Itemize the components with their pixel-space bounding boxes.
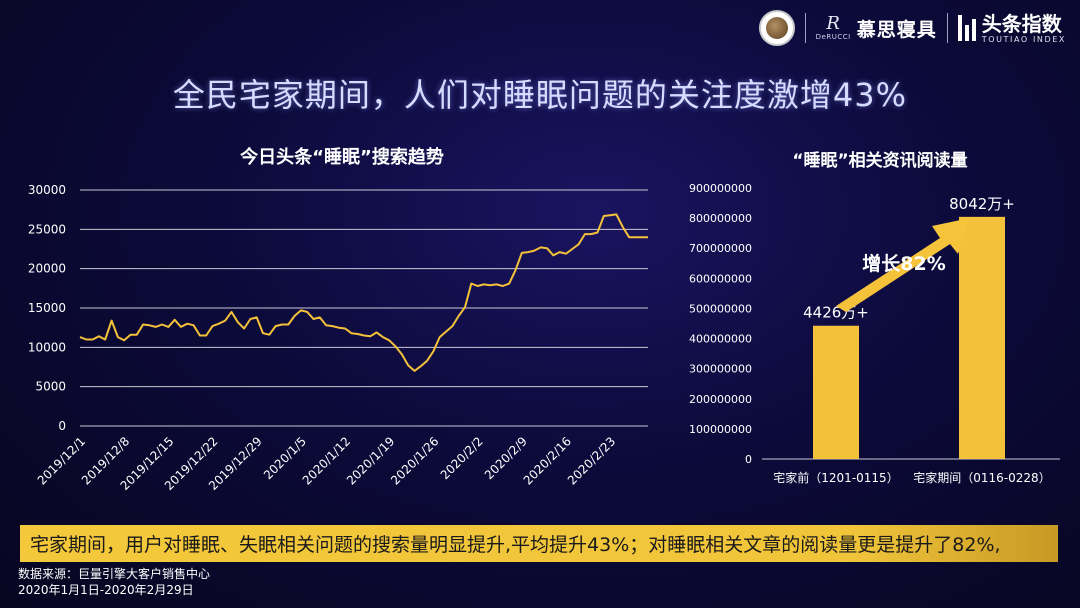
- y-tick-label: 900000000: [689, 182, 752, 195]
- y-tick-label: 600000000: [689, 272, 752, 285]
- line-chart-title: 今日头条“睡眠”搜索趋势: [240, 146, 444, 168]
- y-tick-label: 300000000: [689, 363, 752, 376]
- brand-seal-icon: [758, 10, 795, 46]
- line-chart-x-axis: 2019/12/12019/12/82019/12/152019/12/2220…: [35, 434, 619, 493]
- line-series-sleep-search: [79, 213, 648, 372]
- bar-category-label: 宅家前（1201-0115）: [773, 470, 898, 485]
- y-tick-label: 30000: [28, 183, 66, 197]
- y-tick-label: 20000: [28, 262, 66, 276]
- bar: [959, 216, 1005, 459]
- line-chart-grid: [80, 189, 648, 427]
- summary-banner: 宅家期间，用户对睡眠、失眠相关问题的搜索量明显提升,平均提升43%；对睡眠相关文…: [20, 525, 1058, 562]
- y-tick-label: 200000000: [689, 393, 752, 406]
- bar-chart-y-axis: 0 100000000 200000000 300000000 400000000 500…: [689, 182, 752, 466]
- header-logos: R DeRUCCI 慕思寝具 头条指数 TOUTIAO INDEX: [758, 8, 1066, 48]
- bar-category-label: 宅家期间（0116-0228）: [913, 470, 1050, 485]
- y-tick-label: 0: [745, 453, 752, 466]
- y-tick-label: 10000: [28, 340, 66, 354]
- y-tick-label: 0: [58, 419, 66, 433]
- page-title: 全民宅家期间，人们对睡眠问题的关注度激增43%: [172, 76, 908, 114]
- x-tick-label: 2020/1/26: [388, 434, 441, 487]
- source-date-range: 2020年1月1日-2020年2月29日: [18, 583, 194, 597]
- bar-data-label: 8042万+: [949, 195, 1015, 213]
- bar: [813, 325, 859, 459]
- growth-annotation: 增长82%: [862, 252, 945, 275]
- logo-divider: [946, 13, 948, 43]
- x-tick-label: 2020/2/23: [565, 434, 618, 487]
- y-tick-label: 15000: [28, 301, 66, 315]
- bar-chart-title: “睡眠”相关资讯阅读量: [792, 150, 967, 171]
- bar-data-label: 4426万+: [803, 304, 869, 322]
- x-tick-label: 2020/2/2: [438, 434, 486, 482]
- bar-series: 4426万+ 宅家前（1201-0115） 8042万+ 宅家期间（0116-0228…: [773, 195, 1050, 485]
- summary-text: 宅家期间，用户对睡眠、失眠相关问题的搜索量明显提升,平均提升43%；对睡眠相关文…: [30, 534, 1001, 556]
- y-tick-label: 25000: [28, 222, 66, 236]
- growth-arrow-icon: [836, 218, 970, 312]
- y-tick-label: 800000000: [689, 212, 752, 225]
- bar-logo-icon: [957, 15, 976, 41]
- source-line: 数据来源：巨量引擎大客户销售中心: [18, 567, 211, 581]
- y-tick-label: 100000000: [689, 423, 752, 436]
- logo-divider: [804, 13, 806, 43]
- y-tick-label: 5000: [35, 380, 66, 394]
- y-tick-label: 400000000: [689, 333, 752, 346]
- data-source: 数据来源：巨量引擎大客户销售中心 2020年1月1日-2020年2月29日: [18, 566, 210, 598]
- y-tick-label: 500000000: [689, 302, 752, 315]
- y-tick-label: 700000000: [689, 242, 752, 255]
- toutiao-index-logo: 头条指数 TOUTIAO INDEX: [957, 13, 1066, 44]
- line-chart-y-axis: 0 5000 10000 15000 20000 25000 30000: [28, 183, 66, 433]
- derucci-logo: R DeRUCCI 慕思寝具: [815, 13, 937, 42]
